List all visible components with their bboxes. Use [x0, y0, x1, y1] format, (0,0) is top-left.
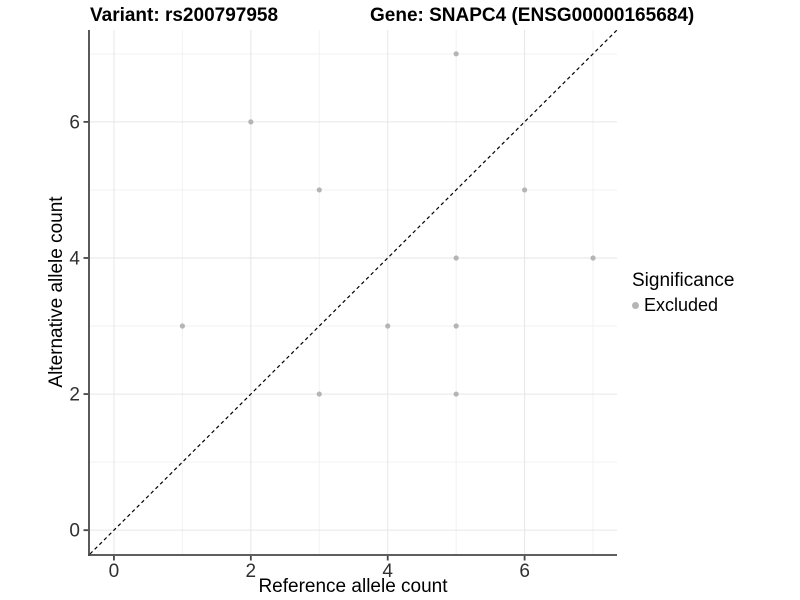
x-tick-label: 2 — [246, 561, 257, 582]
legend-panel: Significance Excluded — [632, 270, 734, 316]
y-tick-label: 0 — [69, 521, 80, 542]
x-tick-label: 6 — [519, 561, 530, 582]
x-tick-label: 4 — [382, 561, 393, 582]
data-point — [453, 391, 459, 397]
data-point — [316, 391, 322, 397]
data-point — [179, 323, 185, 329]
y-tick-label: 4 — [69, 248, 80, 269]
y-tick-label: 6 — [69, 112, 80, 133]
data-point — [453, 323, 459, 329]
legend-item: Excluded — [632, 295, 734, 316]
data-point — [385, 323, 391, 329]
x-axis-title: Reference allele count — [258, 576, 448, 597]
data-point — [453, 255, 459, 261]
chart-title-left: Variant: rs200797958 — [90, 5, 279, 26]
chart-title-right: Gene: SNAPC4 (ENSG00000165684) — [370, 5, 695, 26]
legend-title: Significance — [632, 270, 735, 291]
data-point — [316, 187, 322, 193]
data-point — [248, 119, 254, 125]
data-point — [453, 51, 459, 57]
legend-key-dot-icon — [632, 302, 639, 309]
data-point — [522, 187, 528, 193]
x-tick-label: 0 — [109, 561, 120, 582]
identity-line — [89, 29, 618, 555]
y-tick-label: 2 — [69, 385, 80, 406]
data-point — [590, 255, 596, 261]
legend-item-label: Excluded — [644, 295, 719, 315]
